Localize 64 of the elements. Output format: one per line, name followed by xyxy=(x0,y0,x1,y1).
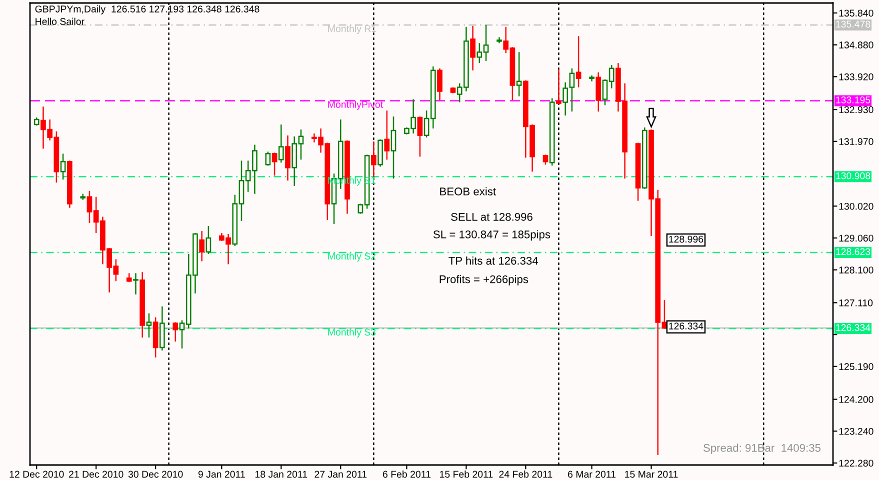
x-tick-label: 18 Jan 2011 xyxy=(255,470,308,478)
x-tick-label: 15 Feb 2011 xyxy=(440,470,493,478)
annotation: TP hits at 126.334 xyxy=(448,256,538,265)
y-tick-label: 130.020 xyxy=(839,202,874,210)
x-tick-label: 6 Mar 2011 xyxy=(568,470,616,478)
annotation: 128.996 xyxy=(669,236,704,243)
x-tick-label: 12 Dec 2010 xyxy=(10,470,64,478)
annotation: Monthly S3 xyxy=(328,328,376,338)
y-tick-label: 122.280 xyxy=(839,460,874,467)
annotation: BEOB exist xyxy=(440,187,496,196)
ref-line-label: 128.623 xyxy=(836,248,870,256)
y-tick-label: 129.060 xyxy=(839,234,874,242)
y-tick-label: 123.240 xyxy=(839,428,874,435)
candlestick xyxy=(470,25,476,71)
y-tick-label: 125.190 xyxy=(839,363,874,370)
candlestick xyxy=(384,110,390,160)
text: Hello Sailor xyxy=(36,18,84,25)
candlestick xyxy=(556,68,562,105)
candlestick xyxy=(60,153,66,180)
annotation: Monthly S2 xyxy=(328,252,376,262)
candlestick xyxy=(278,124,284,164)
x-tick-label: 30 Dec 2010 xyxy=(128,470,183,478)
x-tick-label: 24 Feb 2011 xyxy=(499,470,552,478)
candlestick xyxy=(285,134,290,182)
annotation: Profits = +266pips xyxy=(440,275,528,286)
y-tick-label: 128.100 xyxy=(839,266,874,274)
y-tick-label: 124.200 xyxy=(839,396,874,403)
candlestick xyxy=(437,68,442,101)
annotation: SELL at 128.996 xyxy=(451,212,532,221)
ref-line-label: 130.908 xyxy=(836,172,870,180)
y-tick-label: 131.970 xyxy=(839,138,874,146)
y-tick-label: 132.930 xyxy=(839,106,874,114)
y-tick-label: 127.110 xyxy=(839,299,873,306)
candlestick xyxy=(542,154,548,166)
candlestick xyxy=(133,272,138,296)
candlestick xyxy=(390,116,396,180)
annotation: SL = 130.847 = 185pips xyxy=(433,230,550,241)
x-tick-label: 9 Jan 2011 xyxy=(198,470,245,478)
candlestick xyxy=(417,116,423,158)
y-tick-label: 134.880 xyxy=(839,42,874,48)
candlestick xyxy=(370,140,376,178)
ref-line-label: 135.478 xyxy=(836,20,870,28)
annotation: MonthlyPivot xyxy=(328,100,383,110)
y-tick-label: 133.920 xyxy=(839,73,874,80)
x-tick-label: 6 Feb 2011 xyxy=(382,470,430,478)
candlestick xyxy=(146,312,152,338)
x-tick-label: 21 Dec 2010 xyxy=(69,470,124,478)
candlestick xyxy=(516,51,522,97)
candlestick xyxy=(199,230,205,262)
x-tick-label: 15 Mar 2011 xyxy=(625,470,678,478)
candlestick xyxy=(206,225,212,255)
candlestick xyxy=(576,36,582,88)
chart-title: GBPJPYm,Daily 126.516 127.193 126.348 126.348 xyxy=(35,5,260,14)
candlestick xyxy=(272,152,278,176)
candlestick xyxy=(596,72,602,112)
annotation: 126.334 xyxy=(669,322,704,330)
annotation: Monthly R1 xyxy=(328,24,376,34)
ref-line-label: 133.195 xyxy=(836,96,870,104)
y-tick-label: 135.840 xyxy=(839,10,874,17)
candlestick xyxy=(265,151,271,166)
ref-line-label: 126.334 xyxy=(836,324,870,332)
x-tick-label: 27 Jan 2011 xyxy=(314,470,367,478)
candlestick xyxy=(172,322,178,342)
annotation: Spread: 91Bar 1409:35 xyxy=(703,444,820,454)
